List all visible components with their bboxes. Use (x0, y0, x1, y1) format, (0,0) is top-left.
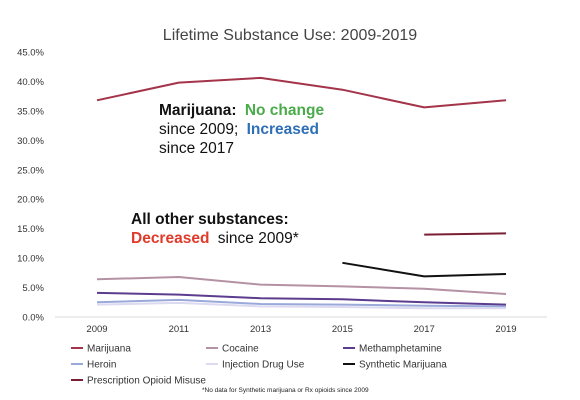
footnote: *No data for Synthetic marijuana or Rx o… (202, 387, 369, 394)
legend-label-synthetic-marijuana: Synthetic Marijuana (359, 360, 447, 371)
y-tick-label: 15.0% (17, 224, 44, 235)
y-tick-label: 10.0% (17, 254, 44, 265)
annotation-since-2009: since 2009; (159, 121, 238, 138)
annotation-increased: Increased (247, 121, 319, 138)
x-tick-label: 2013 (250, 324, 271, 335)
annotation-since-2017: since 2017 (159, 140, 234, 157)
x-axis: 2009 2011 2013 2015 2017 2019 (86, 324, 516, 335)
series-line-methamphetamine (96, 291, 507, 306)
annotation-since-2009-star: since 2009* (218, 230, 299, 247)
series-line-marijuana (96, 76, 507, 109)
y-tick-label: 25.0% (17, 165, 44, 176)
series-line-heroin (96, 298, 507, 308)
legend-label-methamphetamine: Methamphetamine (359, 344, 442, 355)
annotation-other-line-2: Decreased since 2009* (131, 230, 299, 247)
chart-title: Lifetime Substance Use: 2009-2019 (163, 27, 417, 44)
series-line-cocaine (96, 276, 507, 295)
annotation-no-change: No change (245, 102, 325, 119)
legend-label-marijuana: Marijuana (87, 344, 131, 355)
y-tick-label: 40.0% (17, 77, 44, 88)
y-tick-label: 20.0% (17, 195, 44, 206)
y-tick-label: 35.0% (17, 106, 44, 117)
series-line-injection-drug-use (96, 301, 506, 310)
annotation-marijuana: Marijuana: No change (159, 102, 324, 119)
legend-label-prescription-opioid-misuse: Prescription Opioid Misuse (87, 376, 206, 387)
y-tick-label: 45.0% (17, 48, 44, 59)
x-tick-label: 2017 (414, 324, 435, 335)
annotation-marijuana-title: Marijuana: (159, 102, 237, 119)
annotation-line-2: since 2009; Increased (159, 121, 319, 138)
y-tick-label: 30.0% (17, 136, 44, 147)
legend: Marijuana Cocaine Methamphetamine Heroin Inj… (71, 344, 447, 387)
annotation-other-title: All other substances: (131, 211, 289, 228)
x-tick-label: 2011 (169, 324, 189, 335)
y-tick-label: 5.0% (22, 283, 44, 294)
x-tick-label: 2009 (86, 324, 107, 335)
series-lines (96, 76, 507, 310)
legend-label-injection-drug-use: Injection Drug Use (222, 360, 305, 371)
legend-label-heroin: Heroin (87, 360, 116, 371)
x-tick-label: 2019 (495, 324, 516, 335)
series-line-prescription-opioid-misuse (424, 232, 507, 236)
annotation-decreased: Decreased (131, 230, 209, 247)
legend-label-cocaine: Cocaine (222, 344, 259, 355)
x-tick-label: 2015 (332, 324, 353, 335)
series-line-synthetic-marijuana (342, 261, 507, 278)
y-axis: 0.0% 5.0% 10.0% 15.0% 20.0% 25.0% 30.0% 35.0% 40… (17, 48, 44, 324)
y-tick-label: 0.0% (22, 313, 44, 324)
